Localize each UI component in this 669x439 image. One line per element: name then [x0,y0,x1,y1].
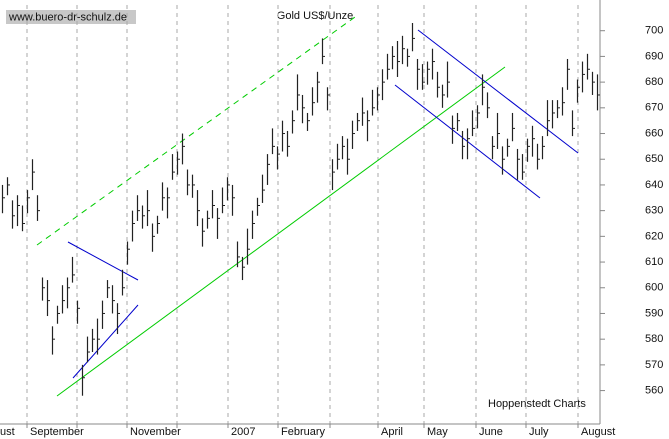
trend-line [417,29,579,154]
y-tick-label: 560 [645,384,663,396]
y-tick-label: 630 [645,205,663,217]
x-tick-label: August [581,426,615,438]
x-tick-label: November [130,426,181,438]
trend-line [56,66,506,397]
y-tick-label: 610 [645,256,663,268]
y-tick-label: 600 [645,282,663,294]
x-tick-label: ust [0,426,15,438]
source: www.buero-dr-schulz.de [8,11,127,23]
trend-line [67,241,139,281]
x-tick-label: May [427,426,448,438]
x-tick-label: June [479,426,503,438]
y-tick-label: 590 [645,307,663,319]
y-tick-label: 670 [645,102,663,114]
credit: Hoppenstedt Charts [488,398,586,410]
y-tick-label: 700 [645,25,663,37]
y-tick-label: 620 [645,230,663,242]
x-tick-label: 2007 [231,426,255,438]
trend-line [72,304,139,379]
y-tick-label: 580 [645,333,663,345]
y-tick-label: 660 [645,127,663,139]
y-tick-label: 680 [645,76,663,88]
chart-title: Gold US$/Unze [277,10,353,22]
y-tick-label: 570 [645,359,663,371]
y-tick-label: 650 [645,153,663,165]
y-tick-label: 690 [645,50,663,62]
x-tick-label: February [281,426,326,438]
source-badge [6,10,136,24]
y-tick-label: 640 [645,179,663,191]
x-tick-label: April [381,426,403,438]
x-tick-label: September [30,426,84,438]
x-tick-label: July [529,426,549,438]
